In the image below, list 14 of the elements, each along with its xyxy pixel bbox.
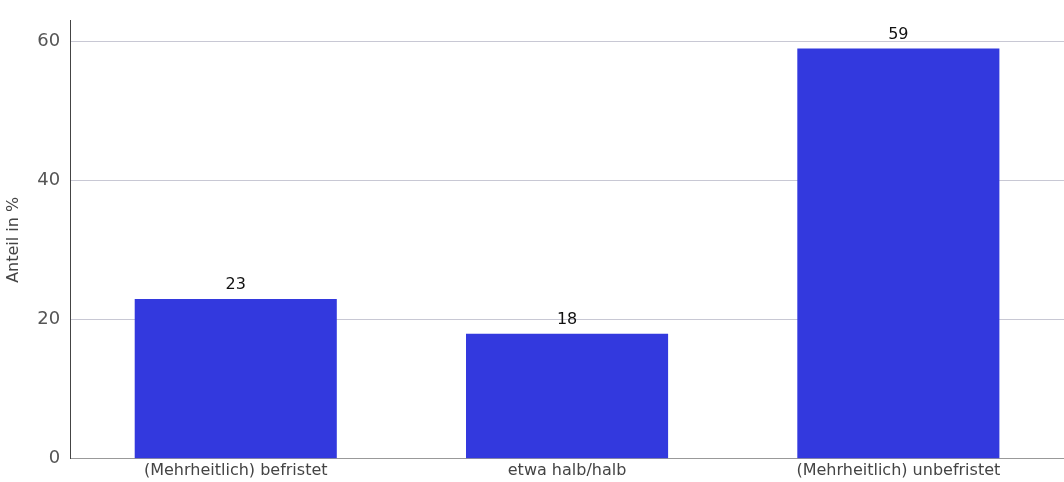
x-tick-label: (Mehrheitlich) unbefristet xyxy=(796,459,1001,479)
y-tick-label: 0 xyxy=(48,446,61,468)
y-tick-label: 40 xyxy=(37,168,61,190)
data-label: 18 xyxy=(556,308,578,328)
data-label: 23 xyxy=(225,274,246,294)
bar xyxy=(797,48,1000,459)
data-label: 59 xyxy=(888,23,909,43)
bar xyxy=(466,333,669,459)
bar xyxy=(134,298,337,459)
y-tick-label: 60 xyxy=(37,29,61,51)
y-tick-label: 20 xyxy=(37,307,61,329)
y-axis-title: Anteil in % xyxy=(2,196,22,283)
x-tick-label: (Mehrheitlich) befristet xyxy=(143,459,328,479)
x-tick-label: etwa halb/halb xyxy=(507,459,627,479)
